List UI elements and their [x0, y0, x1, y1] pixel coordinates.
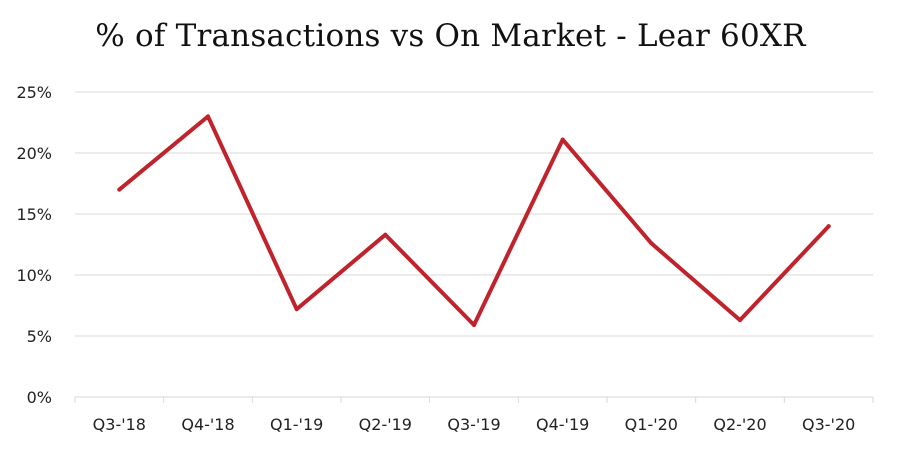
- data-point: [383, 232, 388, 237]
- y-tick-label: 25%: [16, 83, 52, 102]
- x-tick-label: Q1-'19: [270, 415, 323, 434]
- x-tick-label: Q1-'20: [625, 415, 678, 434]
- data-point: [826, 224, 831, 229]
- data-point: [206, 114, 210, 119]
- data-point: [738, 318, 742, 323]
- x-tick-label: Q3-'19: [447, 415, 500, 434]
- data-point: [649, 241, 654, 246]
- x-tick-label: Q4-'18: [181, 415, 234, 434]
- data-point: [472, 323, 476, 328]
- y-tick-label: 20%: [16, 144, 52, 163]
- x-tick-label: Q2-'19: [359, 415, 412, 434]
- series-line: [117, 114, 831, 328]
- x-tick-label: Q4-'19: [536, 415, 589, 434]
- x-tick-label: Q2-'20: [713, 415, 766, 434]
- y-tick-label: 5%: [27, 327, 52, 346]
- x-tick-label: Q3-'20: [802, 415, 855, 434]
- data-point: [294, 307, 299, 312]
- chart-title: % of Transactions vs On Market - Lear 60…: [95, 18, 806, 54]
- data-point: [117, 187, 122, 192]
- y-tick-label: 10%: [16, 266, 52, 285]
- x-tick-label: Q3-'18: [93, 415, 146, 434]
- y-tick-label: 0%: [27, 388, 52, 407]
- y-tick-label: 15%: [16, 205, 52, 224]
- data-point: [560, 137, 565, 142]
